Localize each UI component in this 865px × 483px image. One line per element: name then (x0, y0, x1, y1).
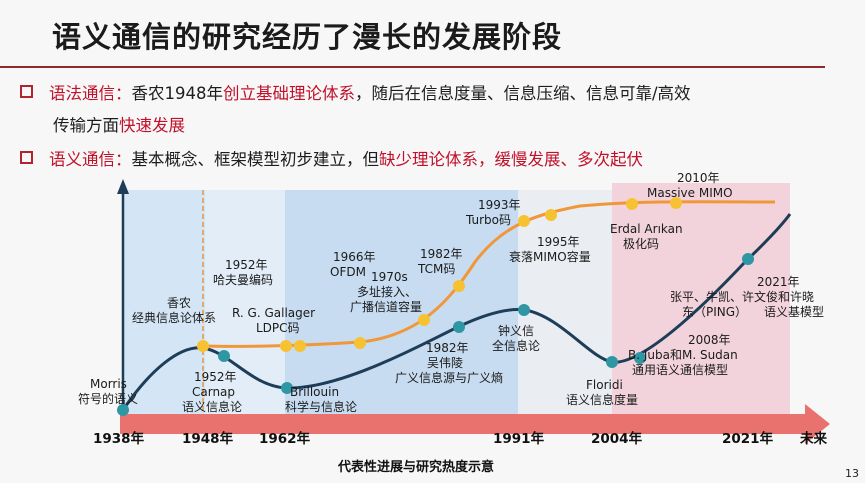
bullet-semantic: 语义通信：基本概念、框架模型初步建立，但缺少理论体系，缓慢发展、多次起伏 (20, 146, 643, 173)
semantic-point-morris (117, 404, 129, 416)
phase-shannon-bg (205, 190, 285, 418)
label-carnap-2: Carnap (192, 385, 235, 399)
label-wu-3: 广义信息源与广义熵 (395, 370, 503, 385)
timeline-caption: 代表性进展与研究热度示意 (337, 459, 494, 475)
bullet-syntax-line2-red: 快速发展 (119, 116, 185, 135)
semantic-point-zhong (518, 304, 530, 316)
label-turbo-1: 1993年 (478, 198, 521, 212)
label-arikan-2: 极化码 (623, 237, 659, 251)
year-1938: 1938年 (93, 430, 145, 447)
year-1948: 1948年 (182, 430, 234, 447)
bullet-syntax-text-b: ，随后在信息度量、信息压缩、信息可靠/高效 (355, 84, 691, 103)
label-ofdm-1: 1966年 (333, 250, 376, 264)
label-zhang-3: 语义基模型 (764, 305, 824, 319)
label-shannon-2: 经典信息论体系 (132, 310, 216, 325)
semantic-point-carnap (218, 350, 230, 362)
syntax-point-ofdm (354, 337, 366, 349)
y-axis-arrow-icon (117, 179, 129, 194)
label-juba-2: B. Juba和M. Sudan (628, 348, 738, 362)
syntax-point-turbo (518, 215, 530, 227)
year-1991: 1991年 (493, 430, 545, 447)
label-zhong-2: 全信息论 (492, 338, 540, 353)
syntax-point-polar (626, 198, 638, 210)
label-juba-1: 2008年 (688, 333, 731, 347)
bullet-syntax-line2-a: 传输方面 (53, 116, 119, 135)
label-gallager-1: R. G. Gallager (232, 306, 315, 320)
phase-semantic-bg (612, 183, 790, 418)
semantic-point-2021 (742, 253, 754, 265)
label-shannon-1: 香农 (167, 296, 191, 310)
year-future: 未来 (800, 430, 828, 447)
syntax-point-shannon (197, 340, 209, 352)
year-2004: 2004年 (591, 430, 643, 447)
label-wu-1: 1982年 (426, 341, 469, 355)
label-multiple-access-1: 1970s (371, 270, 408, 284)
label-floridi-1: Floridi (586, 378, 623, 392)
year-1962: 1962年 (259, 430, 311, 447)
label-multiple-access-3: 广播信道容量 (350, 299, 422, 314)
syntax-point-massive-mimo (670, 197, 682, 209)
square-bullet-icon (20, 85, 33, 98)
label-turbo-2: Turbo码 (465, 213, 511, 227)
slide-title: 语义通信的研究经历了漫长的发展阶段 (52, 20, 563, 54)
phase-gap-bg (518, 190, 612, 418)
semantic-point-juba (634, 352, 646, 364)
title-divider (0, 66, 825, 68)
label-huffman-1: 1952年 (225, 258, 268, 272)
label-mimo-1: 1995年 (537, 235, 580, 249)
label-morris-2: 符号的语义 (78, 391, 138, 406)
semantic-point-wu (453, 321, 465, 333)
bullet-syntax-text-red: 创立基础理论体系 (223, 84, 355, 103)
label-tcm-1: 1982年 (420, 247, 463, 261)
semantic-point-brillouin (281, 382, 293, 394)
phase-growth-bg (285, 190, 518, 418)
label-carnap-1: 1952年 (194, 370, 237, 384)
page-number: 13 (845, 467, 859, 480)
label-morris-1: Morris (90, 377, 127, 391)
label-arikan-1: Erdal Arıkan (610, 222, 683, 236)
label-juba-3: 通用语义通信模型 (632, 363, 728, 377)
semantic-communication-curve (121, 213, 792, 411)
bullet-syntax-continued: 传输方面快速发展 (53, 112, 185, 139)
label-brillouin-2: 科学与信息论 (285, 399, 357, 414)
bullet-semantic-head: 语义通信： (49, 150, 132, 169)
label-wu-2: 吴伟陵 (427, 356, 463, 370)
syntax-point-gallager (294, 340, 306, 352)
syntax-point-huffman (280, 340, 292, 352)
label-huffman-2: 哈夫曼编码 (213, 272, 273, 287)
syntax-point-tcm (453, 280, 465, 292)
bullet-syntax-text-a: 香农1948年 (131, 84, 224, 103)
label-brillouin-1: Brillouin (290, 385, 339, 399)
label-2021-1: 2021年 (757, 275, 800, 289)
semantic-point-floridi (606, 356, 618, 368)
bullet-syntax: 语法通信：香农1948年创立基础理论体系，随后在信息度量、信息压缩、信息可靠/高… (20, 80, 691, 107)
label-gallager-2: LDPC码 (256, 321, 300, 335)
label-ofdm-2: OFDM (330, 265, 366, 279)
phase-early-bg (123, 190, 205, 418)
label-tcm-2: TCM码 (417, 262, 455, 276)
label-zhang-1: 张平、牛凯、许文俊和许晓 (670, 289, 814, 304)
label-mimo-2: 衰落MIMO容量 (509, 249, 591, 264)
square-bullet-icon (20, 151, 33, 164)
syntax-point-multiple-access (418, 314, 430, 326)
year-2021: 2021年 (722, 430, 774, 447)
bullet-syntax-head: 语法通信： (49, 84, 132, 103)
label-zhang-2: 东（PING） (682, 305, 747, 319)
bullet-semantic-text-red: 缺少理论体系，缓慢发展、多次起伏 (379, 150, 643, 169)
label-massive-mimo-2: Massive MIMO (647, 186, 733, 200)
label-zhong-1: 钟义信 (498, 323, 534, 338)
label-massive-mimo-1: 2010年 (677, 171, 720, 185)
syntax-point-mimo (545, 209, 557, 221)
label-floridi-2: 语义信息度量 (566, 392, 638, 407)
timeline-arrow (120, 404, 830, 444)
bullet-semantic-text-a: 基本概念、框架模型初步建立，但 (131, 150, 380, 169)
label-multiple-access-2: 多址接入、 (357, 284, 417, 299)
label-carnap-3: 语义信息论 (182, 399, 242, 414)
